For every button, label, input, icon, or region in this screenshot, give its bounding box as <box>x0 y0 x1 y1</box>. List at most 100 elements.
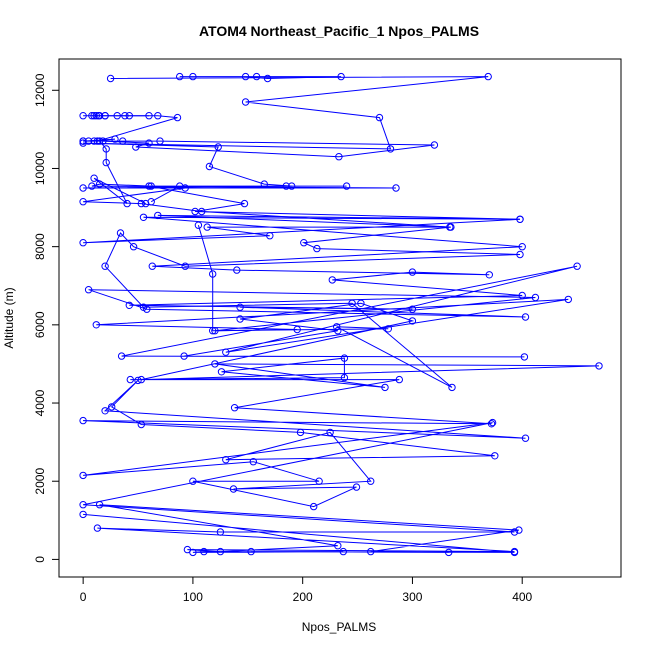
data-point <box>518 243 526 251</box>
data-point <box>211 360 219 368</box>
data-point <box>111 135 119 143</box>
data-point <box>106 74 115 83</box>
data-point <box>137 420 146 429</box>
data-point <box>516 215 524 224</box>
data-point <box>484 72 492 81</box>
data-point <box>145 112 153 120</box>
data-point <box>282 182 290 190</box>
data-point <box>491 452 499 460</box>
data-point <box>240 199 249 208</box>
x-axis: 0 100 200 300 400 <box>80 576 533 604</box>
series-line <box>104 185 521 388</box>
data-point <box>79 416 87 425</box>
data-point <box>94 112 103 120</box>
data-point <box>375 113 384 122</box>
data-point <box>392 184 400 192</box>
y-tick-label: 6000 <box>33 311 47 338</box>
data-point <box>148 262 157 270</box>
data-point <box>408 305 417 313</box>
data-point <box>123 199 131 208</box>
data-point <box>200 547 208 556</box>
data-point <box>189 548 197 557</box>
data-point <box>90 174 98 182</box>
data-point <box>154 211 162 220</box>
data-point <box>180 352 188 360</box>
data-point <box>145 139 153 147</box>
data-point <box>521 434 530 442</box>
data-point <box>367 547 375 556</box>
data-point <box>326 428 334 437</box>
data-point <box>520 353 529 361</box>
data-point <box>334 542 342 550</box>
data-point <box>191 207 199 216</box>
data-point <box>176 182 184 190</box>
data-point <box>79 510 87 519</box>
data-point <box>488 418 497 427</box>
data-point <box>79 112 87 120</box>
data-point <box>521 313 530 321</box>
series-group <box>79 72 603 557</box>
data-point <box>515 526 523 534</box>
data-point <box>156 137 164 145</box>
data-point <box>328 276 336 284</box>
data-point <box>395 375 403 384</box>
data-point <box>233 266 241 274</box>
data-point <box>335 153 343 161</box>
data-point <box>101 262 109 270</box>
data-point <box>214 143 222 151</box>
data-point <box>194 221 203 229</box>
data-point <box>181 262 189 270</box>
data-point <box>357 299 365 307</box>
data-point <box>173 113 182 122</box>
series-line <box>83 76 600 553</box>
y-axis-label: Altitude (m) <box>2 287 16 348</box>
data-point <box>381 383 389 392</box>
data-point <box>189 477 197 485</box>
data-point <box>531 293 540 302</box>
data-point <box>249 458 258 466</box>
data-point <box>408 317 417 325</box>
data-point <box>125 112 134 120</box>
data-point <box>266 232 274 240</box>
y-tick-label: 8000 <box>33 233 47 260</box>
data-point <box>92 321 101 329</box>
data-point <box>367 477 375 485</box>
data-point <box>518 291 526 300</box>
data-point <box>132 143 140 151</box>
data-point <box>139 213 148 222</box>
data-point <box>487 420 496 428</box>
data-point <box>93 524 102 532</box>
data-point <box>176 72 184 81</box>
data-point <box>430 141 439 149</box>
data-point <box>79 184 87 192</box>
data-point <box>102 158 110 167</box>
data-point <box>595 362 603 370</box>
data-point <box>260 180 268 188</box>
data-point <box>342 182 351 190</box>
data-point <box>139 303 148 311</box>
data-point <box>113 112 121 120</box>
data-point <box>510 528 519 536</box>
data-point <box>92 112 101 120</box>
data-point <box>573 262 581 270</box>
data-point <box>116 229 125 237</box>
data-point <box>125 301 134 309</box>
data-point <box>147 198 155 206</box>
data-point <box>445 548 453 557</box>
data-point <box>408 268 417 276</box>
data-point <box>189 72 197 81</box>
data-point <box>79 471 87 480</box>
x-tick-label: 400 <box>512 590 532 604</box>
data-point <box>564 295 572 304</box>
data-point <box>93 137 102 145</box>
data-point <box>241 98 250 106</box>
data-point <box>386 145 395 153</box>
data-point <box>241 72 250 81</box>
data-point <box>216 547 225 556</box>
data-point <box>263 74 272 83</box>
data-point <box>108 403 116 411</box>
data-point <box>145 182 153 190</box>
data-point <box>333 323 341 331</box>
x-axis-label: Npos_PALMS <box>302 620 376 634</box>
y-tick-label: 4000 <box>33 389 47 416</box>
